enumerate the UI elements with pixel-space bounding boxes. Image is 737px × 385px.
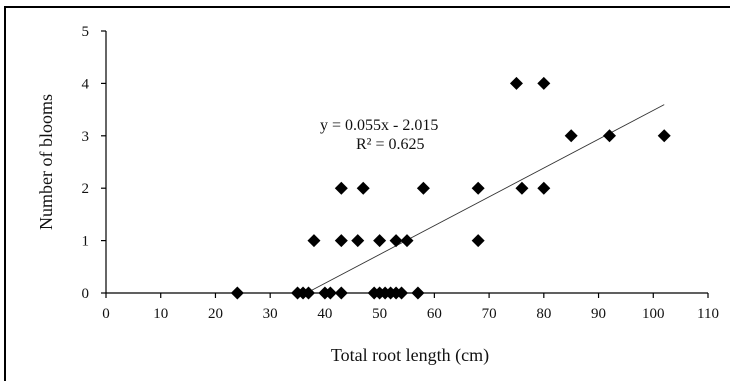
y-tick-label: 3 <box>82 129 90 145</box>
data-point <box>307 234 321 248</box>
x-tick-label: 20 <box>208 306 223 322</box>
data-point <box>564 129 578 143</box>
data-point <box>471 234 485 248</box>
x-tick-label: 110 <box>697 306 719 322</box>
plot-area: 0 10 20 30 40 50 60 70 80 90 100 110 0 1 2 3 4 5 <box>82 24 719 322</box>
x-tick-group: 0 10 20 30 40 50 60 70 80 90 100 110 <box>102 293 719 322</box>
data-point <box>602 129 616 143</box>
data-point <box>323 286 337 300</box>
x-tick-label: 10 <box>153 306 168 322</box>
x-tick-label: 70 <box>482 306 497 322</box>
data-point <box>537 181 551 195</box>
chart-frame <box>4 6 730 381</box>
x-axis-label: Total root length (cm) <box>331 345 489 366</box>
y-tick-label: 5 <box>82 24 90 40</box>
data-point <box>400 234 414 248</box>
data-points <box>230 76 671 300</box>
x-tick-label: 90 <box>591 306 606 322</box>
x-tick-label: 30 <box>263 306 278 322</box>
y-tick-label: 4 <box>82 76 90 92</box>
data-point <box>411 286 425 300</box>
data-point <box>515 181 529 195</box>
data-point <box>395 286 409 300</box>
x-tick-label: 100 <box>642 306 665 322</box>
y-tick-label: 2 <box>82 181 90 197</box>
x-tick-label: 80 <box>536 306 551 322</box>
data-point <box>416 181 430 195</box>
data-point <box>230 286 244 300</box>
y-tick-label: 1 <box>82 234 90 250</box>
x-tick-label: 0 <box>102 306 110 322</box>
x-tick-label: 60 <box>427 306 442 322</box>
trendline-equation-label: y = 0.055x - 2.015 <box>320 117 438 134</box>
data-point <box>334 181 348 195</box>
data-point <box>334 234 348 248</box>
data-point <box>537 76 551 90</box>
y-axis-label: Number of blooms <box>36 94 56 230</box>
data-point <box>471 181 485 195</box>
data-point <box>657 129 671 143</box>
r-squared-label: R² = 0.625 <box>356 136 425 153</box>
x-tick-label: 40 <box>317 306 332 322</box>
data-point <box>389 234 403 248</box>
data-point <box>351 234 365 248</box>
data-point <box>301 286 315 300</box>
y-tick-group: 0 1 2 3 4 5 <box>82 24 106 302</box>
x-tick-label: 50 <box>372 306 387 322</box>
data-point <box>373 234 387 248</box>
data-point <box>334 286 348 300</box>
y-tick-label: 0 <box>82 286 90 302</box>
data-point <box>356 181 370 195</box>
data-point <box>509 76 523 90</box>
